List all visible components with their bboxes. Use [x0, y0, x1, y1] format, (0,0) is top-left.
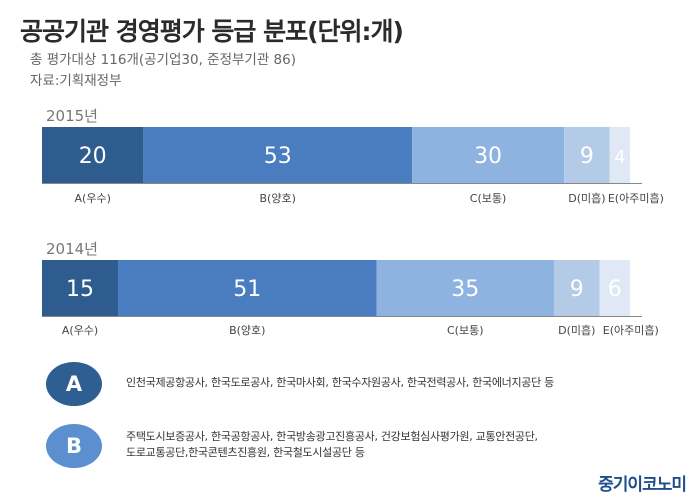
chart-subtitle: 총 평가대상 116개(공기업30, 준정부기관 86) 자료:기획재정부 [30, 50, 296, 92]
bar-value-label-2014-3: 9 [570, 277, 584, 302]
grade-b-badge: B [46, 424, 102, 468]
grade-b-line-1: 주택도시보증공사, 한국공항공사, 한국방송광고진흥공사, 건강보험심사평가원,… [126, 430, 538, 443]
bar-segment-2014-1 [118, 260, 377, 316]
stacked-bar-2015: 20 53 30 9 4 [42, 127, 630, 183]
grade-label-2014-1: B(양호) [229, 324, 266, 337]
bar-segment-2015-1 [143, 127, 413, 183]
grade-label-2015-1: B(양호) [259, 192, 296, 205]
year-label-2015: 2015년 [46, 107, 98, 125]
bar-segment-2015-0 [42, 127, 144, 183]
grade-label-2015-4: E(아주미흡) [607, 192, 664, 205]
grade-label-2015-2: C(보통) [469, 192, 507, 205]
bar-value-label-2015-1: 53 [264, 144, 292, 169]
bar-segment-2015-4 [609, 127, 630, 183]
grade-a-badge: A [46, 362, 102, 406]
grade-labels-2014: A(우수) B(양호) C(보통) D(미흡) E(아주미흡) [0, 322, 700, 340]
bar-segment-2015-3 [564, 127, 610, 183]
bar-segment-2014-0 [42, 260, 119, 316]
bar-segment-2015-2 [412, 127, 565, 183]
baseline-2014 [42, 316, 642, 317]
bar-value-label-2014-2: 35 [451, 277, 479, 302]
bar-row-2014: 15 51 35 9 6 [42, 260, 630, 316]
grade-a-line: 인천국제공항공사, 한국도로공사, 한국마사회, 한국수자원공사, 한국전력공사… [126, 376, 554, 389]
bar-value-label-2015-0: 20 [79, 144, 107, 169]
grade-b-line-2: 도로교통공단,한국콘텐츠진흥원, 한국철도시설공단 등 [126, 446, 365, 459]
bar-value-label-2014-1: 51 [233, 277, 261, 302]
bar-segment-2014-2 [376, 260, 554, 316]
bar-segment-2014-3 [553, 260, 600, 316]
stacked-bar-2014: 15 51 35 9 6 [42, 260, 630, 316]
grade-label-2014-0: A(우수) [61, 324, 99, 337]
baseline-2015 [42, 183, 642, 184]
bar-segment-2014-4 [599, 260, 630, 316]
grade-b-institutions: 주택도시보증공사, 한국공항공사, 한국방송광고진흥공사, 건강보험심사평가원,… [126, 429, 538, 461]
year-label-2014: 2014년 [46, 240, 98, 258]
bar-value-label-2014-0: 15 [66, 277, 94, 302]
bar-value-label-2014-4: 6 [608, 277, 622, 302]
grade-label-2015-3: D(미흡) [568, 192, 606, 205]
legend-grade-a: A 인천국제공항공사, 한국도로공사, 한국마사회, 한국수자원공사, 한국전력… [46, 362, 686, 410]
grade-labels-2015: A(우수) B(양호) C(보통) D(미흡) E(아주미흡) [0, 190, 700, 208]
grade-label-2014-4: E(아주미흡) [602, 324, 659, 337]
subtitle-total: 총 평가대상 116개(공기업30, 준정부기관 86) [30, 52, 296, 68]
grade-label-2015-0: A(우수) [74, 192, 111, 205]
grade-a-institutions: 인천국제공항공사, 한국도로공사, 한국마사회, 한국수자원공사, 한국전력공사… [126, 375, 554, 391]
subtitle-source: 자료:기획재정부 [30, 73, 122, 89]
chart-title: 공공기관 경영평가 등급 분포(단위:개) [20, 17, 404, 46]
bar-value-label-2015-4: 4 [614, 147, 625, 168]
grade-label-2014-3: D(미흡) [558, 324, 596, 337]
grade-label-2014-2: C(보통) [446, 324, 484, 337]
legend-grade-b: B 주택도시보증공사, 한국공항공사, 한국방송광고진흥공사, 건강보험심사평가… [46, 424, 686, 472]
bar-row-2015: 20 53 30 9 4 [42, 127, 630, 183]
brand-logo: 중기이코노미 [598, 475, 687, 495]
bar-value-label-2015-3: 9 [580, 144, 594, 169]
bar-value-label-2015-2: 30 [474, 144, 502, 169]
